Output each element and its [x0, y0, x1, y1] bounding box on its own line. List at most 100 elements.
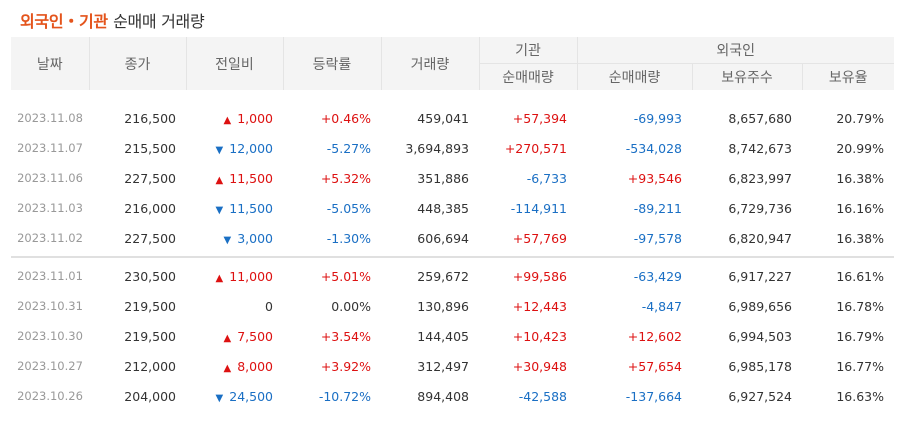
cell-change-value: 12,000	[229, 140, 273, 156]
cell-date: 2023.11.07	[11, 133, 89, 163]
cell-rate: -1.30%	[283, 223, 381, 253]
cell-volume-value: 144,405	[417, 328, 469, 344]
title-volume-label: 순매매 거래량	[113, 12, 205, 31]
cell-close-value: 219,500	[124, 298, 176, 314]
cell-close-value: 219,500	[124, 328, 176, 344]
cell-date: 2023.10.26	[11, 381, 89, 411]
cell-ratio: 16.63%	[802, 381, 894, 411]
header-ratio: 보유율	[802, 63, 894, 90]
cell-holdings: 6,989,656	[692, 291, 802, 321]
cell-close: 216,500	[89, 103, 186, 133]
cell-inst-net-value: +270,571	[504, 140, 567, 156]
table-row: 2023.11.07 215,500 ▼ 12,000 -5.27% 3,694,893 +…	[11, 133, 894, 163]
cell-ratio-value: 20.99%	[836, 140, 884, 156]
cell-close: 227,500	[89, 223, 186, 253]
cell-close: 216,000	[89, 193, 186, 223]
cell-holdings: 6,927,524	[692, 381, 802, 411]
cell-foreign-net: -97,578	[577, 223, 692, 253]
cell-inst-net-value: +57,394	[512, 110, 567, 126]
cell-holdings-value: 6,729,736	[728, 200, 792, 216]
cell-change: ▲ 8,000	[186, 351, 283, 381]
cell-change-value: 11,500	[229, 170, 273, 186]
cell-inst-net-value: +30,948	[512, 358, 567, 374]
cell-holdings-value: 6,989,656	[728, 298, 792, 314]
cell-change: ▼ 12,000	[186, 133, 283, 163]
cell-foreign-net-value: +93,546	[627, 170, 682, 186]
cell-foreign-net: +93,546	[577, 163, 692, 193]
down-arrow-icon: ▼	[215, 392, 224, 404]
cell-holdings-value: 6,994,503	[728, 328, 792, 344]
cell-rate-value: +5.01%	[320, 268, 371, 284]
cell-ratio: 16.38%	[802, 223, 894, 253]
cell-close-value: 215,500	[124, 140, 176, 156]
cell-date: 2023.10.27	[11, 351, 89, 381]
table-row: 2023.10.31 219,500 0 0.00% 130,896 +12,443 -4,…	[11, 291, 894, 321]
cell-rate: +3.54%	[283, 321, 381, 351]
cell-volume: 130,896	[381, 291, 479, 321]
cell-change: ▲ 11,500	[186, 163, 283, 193]
cell-volume-value: 894,408	[417, 388, 469, 404]
cell-close: 215,500	[89, 133, 186, 163]
table-row: 2023.11.01 230,500 ▲ 11,000 +5.01% 259,672 +99…	[11, 261, 894, 291]
cell-foreign-net-value: -89,211	[633, 200, 682, 216]
cell-rate-value: +0.46%	[320, 110, 371, 126]
cell-volume-value: 130,896	[417, 298, 469, 314]
cell-inst-net: +57,394	[479, 103, 577, 133]
cell-holdings: 6,729,736	[692, 193, 802, 223]
cell-close-value: 216,500	[124, 110, 176, 126]
cell-change-value: 3,000	[237, 230, 273, 246]
up-arrow-icon: ▲	[215, 272, 224, 284]
cell-holdings-value: 6,985,178	[728, 358, 792, 374]
header-institution-group: 기관	[479, 37, 578, 64]
table-row: 2023.11.02 227,500 ▼ 3,000 -1.30% 606,694 +57,…	[11, 223, 894, 253]
cell-date: 2023.11.01	[11, 261, 89, 291]
row-spacer	[11, 90, 894, 103]
cell-change: ▼ 24,500	[186, 381, 283, 411]
cell-volume-value: 259,672	[417, 268, 469, 284]
cell-change-value: 11,000	[229, 268, 273, 284]
cell-volume: 259,672	[381, 261, 479, 291]
cell-inst-net: +10,423	[479, 321, 577, 351]
cell-close-value: 227,500	[124, 230, 176, 246]
cell-volume-value: 606,694	[417, 230, 469, 246]
cell-foreign-net: +12,602	[577, 321, 692, 351]
header-holdings: 보유주수	[692, 63, 803, 90]
cell-volume: 894,408	[381, 381, 479, 411]
cell-change: ▼ 11,500	[186, 193, 283, 223]
cell-holdings: 6,917,227	[692, 261, 802, 291]
cell-date-value: 2023.10.31	[17, 299, 83, 313]
cell-foreign-net-value: -4,847	[641, 298, 682, 314]
table-row: 2023.10.27 212,000 ▲ 8,000 +3.92% 312,497 +30,…	[11, 351, 894, 381]
cell-date-value: 2023.10.26	[17, 389, 83, 403]
cell-inst-net: +57,769	[479, 223, 577, 253]
cell-ratio: 16.77%	[802, 351, 894, 381]
header-rate: 등락률	[283, 37, 382, 90]
cell-date-value: 2023.11.07	[17, 141, 83, 155]
cell-foreign-net-value: +57,654	[627, 358, 682, 374]
table-row: 2023.10.30 219,500 ▲ 7,500 +3.54% 144,405 +10,…	[11, 321, 894, 351]
cell-rate-value: +3.92%	[320, 358, 371, 374]
cell-rate: +3.92%	[283, 351, 381, 381]
cell-date-value: 2023.11.06	[17, 171, 83, 185]
header-inst-net: 순매매량	[479, 63, 578, 90]
cell-volume: 3,694,893	[381, 133, 479, 163]
cell-inst-net-value: +12,443	[512, 298, 567, 314]
cell-date: 2023.10.31	[11, 291, 89, 321]
cell-inst-net-value: +99,586	[512, 268, 567, 284]
cell-holdings-value: 8,657,680	[728, 110, 792, 126]
down-arrow-icon: ▼	[215, 144, 224, 156]
cell-foreign-net: -89,211	[577, 193, 692, 223]
cell-rate-value: -10.72%	[318, 388, 371, 404]
cell-close-value: 216,000	[124, 200, 176, 216]
up-arrow-icon: ▲	[223, 362, 232, 374]
cell-date: 2023.11.03	[11, 193, 89, 223]
cell-volume: 144,405	[381, 321, 479, 351]
cell-volume-value: 459,041	[417, 110, 469, 126]
cell-rate: 0.00%	[283, 291, 381, 321]
cell-volume: 459,041	[381, 103, 479, 133]
cell-close-value: 230,500	[124, 268, 176, 284]
cell-ratio-value: 16.77%	[836, 358, 884, 374]
cell-volume-value: 312,497	[417, 358, 469, 374]
cell-close: 219,500	[89, 321, 186, 351]
cell-rate: -5.05%	[283, 193, 381, 223]
